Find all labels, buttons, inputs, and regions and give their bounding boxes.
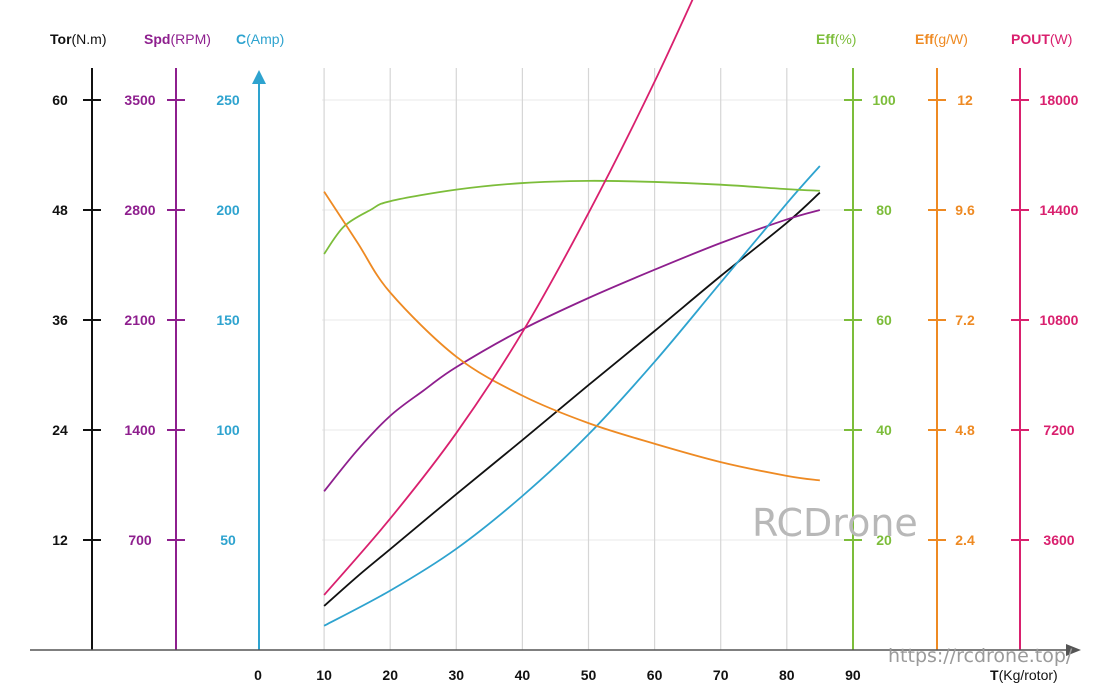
y-tick-label: 3600 (1043, 532, 1074, 548)
x-tick-label: 60 (647, 667, 663, 683)
x-tick-label: 30 (449, 667, 465, 683)
y-tick-label: 700 (128, 532, 152, 548)
arrow-up-icon (252, 70, 266, 84)
y-tick-label: 14400 (1040, 202, 1079, 218)
y-tick-label: 4.8 (955, 422, 975, 438)
y-axis-tor: Tor(N.m) 12 24 36 48 60 (50, 31, 107, 650)
y-axis-title: POUT(W) (1011, 31, 1072, 47)
y-axis-title-unit: (N.m) (72, 31, 107, 47)
y-axis-title-unit: (g/W) (934, 31, 968, 47)
x-axis-title-unit: (Kg/rotor) (999, 667, 1058, 683)
x-tick-label: 20 (382, 667, 398, 683)
y-axis-title-name: Eff (915, 31, 934, 47)
y-tick-label: 50 (220, 532, 236, 548)
y-axis-pout: POUT(W) 3600 7200 10800 14400 18000 (1011, 31, 1079, 650)
y-tick-label: 12 (52, 532, 68, 548)
y-tick-label: 1400 (124, 422, 155, 438)
source-url: https://rcdrone.top/ (888, 645, 1073, 667)
y-tick-label: 10800 (1040, 312, 1079, 328)
y-axis-title: Tor(N.m) (50, 31, 107, 47)
y-tick-label: 9.6 (955, 202, 975, 218)
x-tick-label: 0 (254, 667, 262, 683)
grid (322, 68, 850, 650)
y-tick-label: 24 (52, 422, 68, 438)
y-axis-spd: Spd(RPM) 700 1400 2100 2800 3500 (124, 31, 211, 650)
y-axis-title-name: Tor (50, 31, 72, 47)
y-tick-label: 36 (52, 312, 68, 328)
axes: Tor(N.m) 12 24 36 48 60 Spd(RPM) 700 1400 2100 280… (50, 31, 1079, 650)
x-tick-label: 70 (713, 667, 729, 683)
y-axis-title-unit: (%) (835, 31, 857, 47)
y-tick-label: 2800 (124, 202, 155, 218)
y-tick-label: 100 (872, 92, 896, 108)
x-tick-label: 90 (845, 667, 861, 683)
y-axis-title: Spd(RPM) (144, 31, 211, 47)
y-tick-label: 40 (876, 422, 892, 438)
y-axis-eff: Eff(%) 20 40 60 80 100 (816, 31, 896, 650)
y-axis-title-unit: (W) (1050, 31, 1073, 47)
series-line-pout (323, 0, 694, 596)
y-axis-title-unit: (Amp) (246, 31, 284, 47)
y-tick-label: 7200 (1043, 422, 1074, 438)
x-tick-label: 40 (515, 667, 531, 683)
y-axis-title: Eff(g/W) (915, 31, 968, 47)
watermark: RCDrone (752, 501, 918, 545)
y-tick-label: 2.4 (955, 532, 975, 548)
y-axis-title-name: Eff (816, 31, 835, 47)
series-lines (323, 0, 821, 627)
series-line-eff (323, 179, 820, 255)
y-tick-label: 18000 (1040, 92, 1079, 108)
y-tick-label: 60 (52, 92, 68, 108)
y-axis-title-name: C (236, 31, 246, 47)
y-tick-label: 2100 (124, 312, 155, 328)
y-tick-label: 250 (216, 92, 240, 108)
y-tick-label: 60 (876, 312, 892, 328)
y-axis-effg: Eff(g/W) 2.4 4.8 7.2 9.6 12 (915, 31, 975, 650)
y-axis-c: C(Amp) 50 100 150 200 250 (216, 31, 284, 650)
series-line-effg (323, 191, 820, 482)
x-tick-label: 50 (581, 667, 597, 683)
series-line-tor (323, 191, 821, 607)
x-axis-title-name: T (990, 667, 999, 683)
arrow-right-icon (1066, 644, 1081, 656)
y-axis-title: C(Amp) (236, 31, 284, 47)
x-tick-label: 80 (779, 667, 795, 683)
y-tick-label: 7.2 (955, 312, 975, 328)
y-tick-label: 12 (957, 92, 973, 108)
x-tick-label: 10 (316, 667, 332, 683)
y-tick-label: 80 (876, 202, 892, 218)
y-axis-title: Eff(%) (816, 31, 856, 47)
x-axis: 0 10 20 30 40 50 60 70 80 90 T(Kg/rotor) (30, 644, 1081, 683)
y-tick-label: 48 (52, 202, 68, 218)
y-tick-label: 150 (216, 312, 240, 328)
y-tick-label: 20 (876, 532, 892, 548)
y-axis-title-name: POUT (1011, 31, 1050, 47)
y-tick-label: 100 (216, 422, 240, 438)
y-axis-title-name: Spd (144, 31, 170, 47)
x-axis-title: T(Kg/rotor) (990, 667, 1058, 683)
y-tick-label: 200 (216, 202, 240, 218)
y-tick-label: 3500 (124, 92, 155, 108)
y-axis-title-unit: (RPM) (170, 31, 210, 47)
series-line-c (323, 165, 821, 627)
